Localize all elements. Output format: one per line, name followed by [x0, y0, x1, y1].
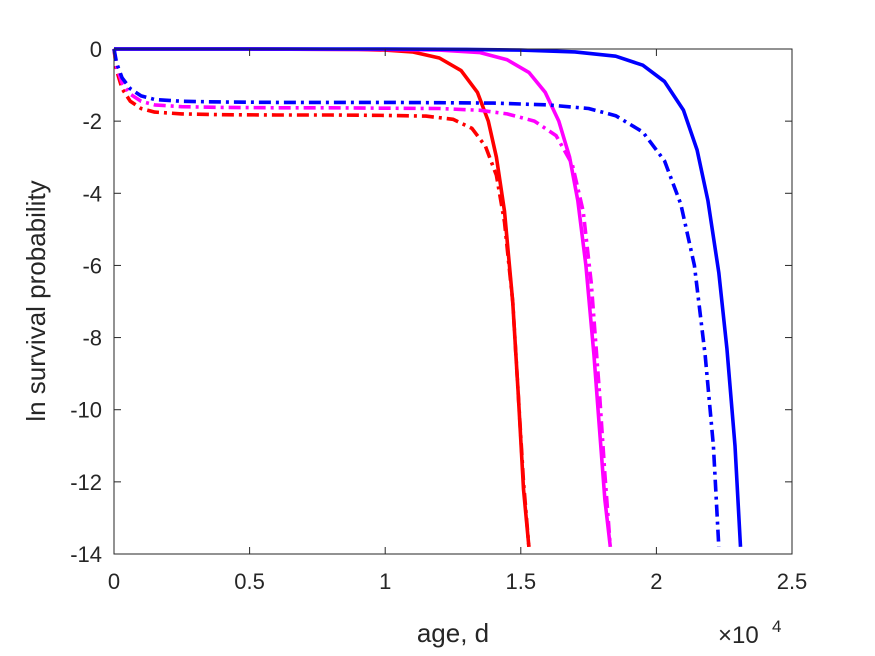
y-tick-label: -4	[82, 181, 102, 206]
plot-frame	[113, 48, 793, 555]
y-tick-label: -8	[82, 326, 102, 351]
y-tick-label: 0	[90, 37, 102, 62]
series-line-2	[112, 48, 531, 547]
y-tick-label: -6	[82, 253, 102, 278]
series-line-5	[114, 47, 743, 547]
x-tick-label: 0.5	[234, 569, 265, 594]
x-exponent-power: 4	[772, 617, 781, 636]
x-tick-label: 1	[379, 569, 391, 594]
x-tick-label: 2.5	[777, 569, 808, 594]
x-tick-label: 2	[650, 569, 662, 594]
y-tick-label: -10	[70, 398, 102, 423]
y-tick-label: -14	[70, 542, 102, 567]
x-tick-label: 0	[108, 569, 120, 594]
x-tick-label: 1.5	[506, 569, 537, 594]
x-exponent-label: ×10	[718, 622, 759, 649]
y-tick-label: -2	[82, 109, 102, 134]
series-line-4	[112, 48, 613, 547]
series-layer	[112, 47, 743, 548]
y-axis-label: ln survival probability	[21, 180, 51, 421]
series-line-1	[114, 47, 531, 547]
series-line-6	[112, 48, 721, 547]
x-axis-label: age, d	[417, 618, 489, 648]
ticks-layer: 0 0.5 1 1.5 2 2.5 0 -2 -4 -6 -8 -10 -12 -14	[70, 37, 807, 594]
y-tick-label: -12	[70, 470, 102, 495]
